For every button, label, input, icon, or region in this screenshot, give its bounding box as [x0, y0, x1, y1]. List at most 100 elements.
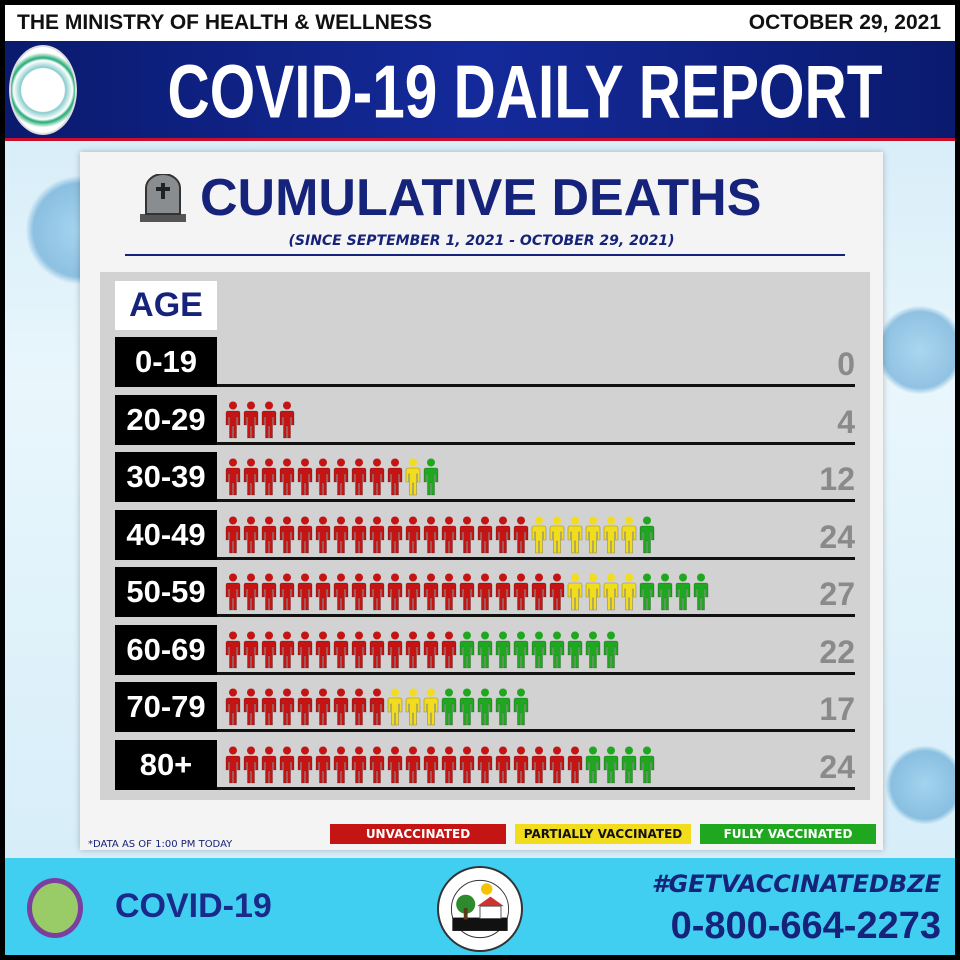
unvaccinated-person-icon [243, 688, 259, 726]
divider [125, 254, 845, 256]
be-covid-safe-logo [27, 878, 83, 938]
fully-vaccinated-person-icon [531, 631, 547, 668]
age-label: 60-69 [115, 624, 217, 675]
partially-vaccinated-person-icon [621, 573, 637, 611]
unvaccinated-person-icon [243, 516, 259, 553]
ministry-of-health-seal-icon [437, 866, 523, 952]
unvaccinated-person-icon [351, 746, 367, 783]
fully-vaccinated-person-icon [657, 573, 673, 611]
unvaccinated-person-icon [351, 631, 367, 668]
unvaccinated-person-icon [351, 516, 367, 553]
age-row: 20-29 4 [115, 394, 855, 445]
age-row: 80+ 24 [115, 739, 855, 790]
unvaccinated-person-icon [477, 516, 493, 553]
unvaccinated-person-icon [279, 746, 295, 783]
death-count: 24 [819, 748, 855, 785]
partially-vaccinated-person-icon [549, 516, 565, 553]
unvaccinated-person-icon [297, 631, 313, 668]
unvaccinated-person-icon [477, 746, 493, 783]
unvaccinated-person-icon [369, 573, 385, 611]
row-divider [217, 671, 855, 675]
death-count: 27 [819, 576, 855, 612]
unvaccinated-person-icon [387, 458, 403, 496]
chart-panel: AGE 0-19 0 20-29 4 30-39 12 40-49 24 50-… [100, 272, 870, 800]
unvaccinated-person-icon [243, 573, 259, 611]
fully-vaccinated-person-icon [675, 573, 691, 611]
unvaccinated-person-icon [423, 631, 439, 668]
partially-vaccinated-person-icon [603, 573, 619, 611]
row-divider [217, 499, 855, 502]
unvaccinated-person-icon [279, 458, 295, 496]
fully-vaccinated-person-icon [549, 631, 565, 668]
fully-vaccinated-person-icon [423, 458, 439, 496]
age-label: 50-59 [115, 567, 217, 617]
unvaccinated-person-icon [441, 631, 457, 668]
unvaccinated-person-icon [225, 516, 241, 553]
fully-vaccinated-person-icon [567, 631, 583, 668]
unvaccinated-person-icon [387, 573, 403, 611]
unvaccinated-person-icon [279, 573, 295, 611]
unvaccinated-person-icon [495, 573, 511, 611]
unvaccinated-person-icon [351, 458, 367, 496]
covid-19-logo: COVID-19 [115, 887, 272, 925]
fully-vaccinated-person-icon [459, 688, 475, 726]
unvaccinated-person-icon [261, 631, 277, 668]
unvaccinated-person-icon [225, 458, 241, 496]
unvaccinated-person-icon [351, 688, 367, 726]
row-divider [217, 384, 855, 387]
unvaccinated-person-icon [315, 688, 331, 726]
age-row: 50-59 27 [115, 567, 855, 617]
death-count: 12 [819, 461, 855, 497]
age-axis-header: AGE [115, 281, 217, 330]
report-date: OCTOBER 29, 2021 [748, 11, 941, 34]
legend-partially-vaccinated: PARTIALLY VACCINATED [515, 824, 691, 844]
ministry-name: THE MINISTRY OF HEALTH & WELLNESS [17, 11, 432, 34]
partially-vaccinated-person-icon [603, 516, 619, 553]
unvaccinated-person-icon [549, 746, 565, 783]
chart-subtitle: (SINCE SEPTEMBER 1, 2021 - OCTOBER 29, 2… [288, 233, 675, 249]
unvaccinated-person-icon [333, 631, 349, 668]
unvaccinated-person-icon [441, 746, 457, 783]
partially-vaccinated-person-icon [621, 516, 637, 553]
unvaccinated-person-icon [459, 516, 475, 553]
fully-vaccinated-person-icon [639, 573, 655, 611]
unvaccinated-person-icon [261, 516, 277, 553]
unvaccinated-person-icon [279, 516, 295, 553]
unvaccinated-person-icon [297, 573, 313, 611]
unvaccinated-person-icon [243, 401, 259, 438]
unvaccinated-person-icon [369, 688, 385, 726]
row-divider [217, 729, 855, 732]
fully-vaccinated-person-icon [495, 688, 511, 726]
fully-vaccinated-person-icon [603, 631, 619, 668]
unvaccinated-person-icon [477, 573, 493, 611]
age-label: 30-39 [115, 452, 217, 502]
deaths-card: CUMULATIVE DEATHS (SINCE SEPTEMBER 1, 20… [80, 152, 883, 850]
age-label: 0-19 [115, 337, 217, 387]
age-row: 30-39 12 [115, 452, 855, 502]
unvaccinated-person-icon [261, 746, 277, 783]
fully-vaccinated-person-icon [513, 688, 529, 726]
footer: COVID-19 #GETVACCINATEDBZE 0-800-664-227… [5, 858, 955, 955]
unvaccinated-person-icon [279, 631, 295, 668]
unvaccinated-person-icon [369, 516, 385, 553]
age-row: 70-79 17 [115, 682, 855, 732]
unvaccinated-person-icon [369, 631, 385, 668]
report-title: COVID-19 DAILY REPORT [167, 50, 883, 134]
partially-vaccinated-person-icon [567, 573, 583, 611]
unvaccinated-person-icon [297, 516, 313, 553]
unvaccinated-person-icon [315, 458, 331, 496]
fully-vaccinated-person-icon [639, 516, 655, 553]
unvaccinated-person-icon [495, 516, 511, 553]
unvaccinated-person-icon [441, 516, 457, 553]
unvaccinated-person-icon [243, 746, 259, 783]
partially-vaccinated-person-icon [585, 516, 601, 553]
death-count: 24 [819, 518, 855, 555]
unvaccinated-person-icon [261, 458, 277, 496]
unvaccinated-person-icon [261, 688, 277, 726]
unvaccinated-person-icon [261, 573, 277, 611]
fully-vaccinated-person-icon [495, 631, 511, 668]
partially-vaccinated-person-icon [405, 458, 421, 496]
legend-unvaccinated: UNVACCINATED [330, 824, 506, 844]
unvaccinated-person-icon [225, 573, 241, 611]
unvaccinated-person-icon [315, 573, 331, 611]
